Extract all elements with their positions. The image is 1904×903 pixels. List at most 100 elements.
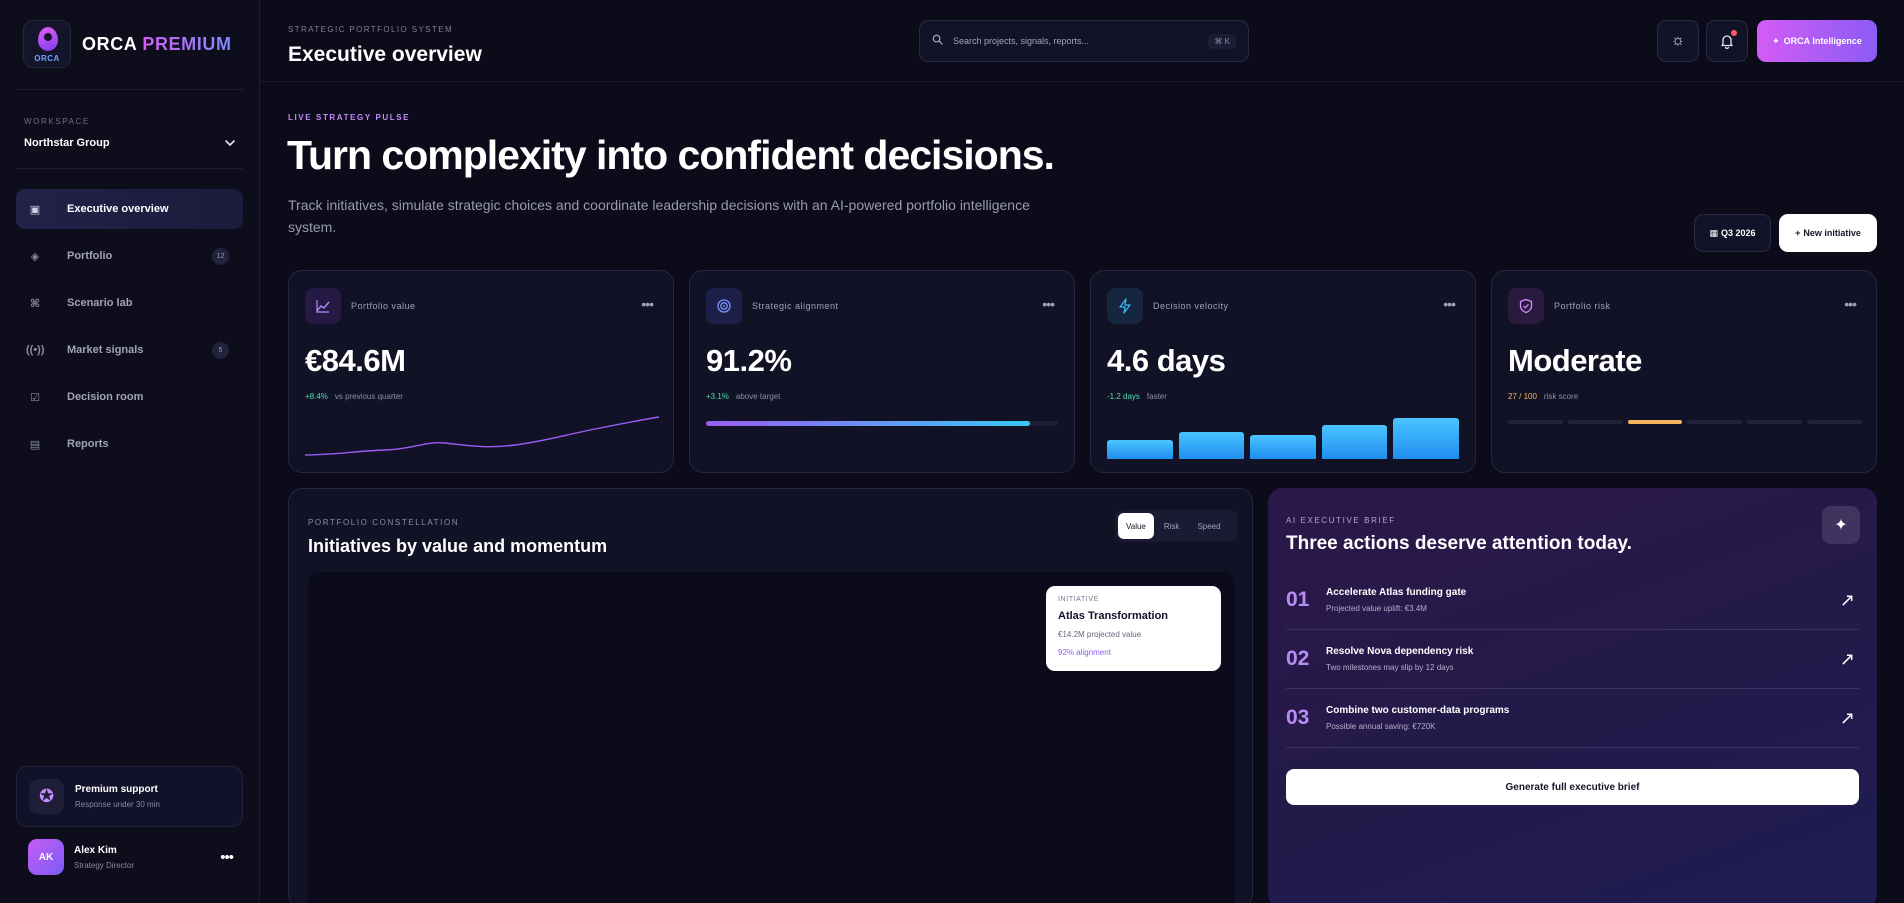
kpi-card-decision-velocity[interactable]: Decision velocity ••• 4.6 days -1.2 days…	[1090, 270, 1476, 473]
velocity-bar	[1250, 434, 1316, 459]
risk-segment	[1627, 420, 1683, 424]
kpi-meta: 27 / 100 risk score	[1508, 392, 1578, 401]
panel-kicker: AI EXECUTIVE BRIEF	[1286, 516, 1396, 525]
count-badge: 12	[212, 247, 229, 265]
more-options-icon[interactable]: •••	[1443, 296, 1456, 312]
risk-segment	[1807, 420, 1862, 424]
new-initiative-button[interactable]: + New initiative	[1779, 214, 1877, 252]
kpi-label: Strategic alignment	[752, 301, 839, 311]
action-subtitle: Two milestones may slip by 12 days	[1326, 663, 1454, 672]
segment-value[interactable]: Value	[1118, 513, 1154, 539]
kpi-meta: +3.1% above target	[706, 392, 780, 401]
more-options-icon[interactable]: •••	[1042, 296, 1055, 312]
action-item[interactable]: 02 Resolve Nova dependency risk Two mile…	[1286, 630, 1859, 689]
brand-logo[interactable]: ORCA ORCA PREMIUM	[23, 20, 232, 68]
kpi-meta: -1.2 days faster	[1107, 392, 1167, 401]
risk-segment	[1687, 420, 1743, 424]
kpi-delta: +3.1%	[706, 392, 729, 401]
user-profile[interactable]: AK Alex Kim Strategy Director •••	[28, 839, 234, 875]
theme-toggle-button[interactable]: ☼	[1657, 20, 1699, 62]
notification-dot	[1731, 30, 1737, 36]
sidebar-item-market-signals[interactable]: ((•)) Market signals 5	[16, 330, 243, 370]
sidebar-item-label: Reports	[67, 438, 109, 450]
more-options-icon[interactable]: •••	[1844, 296, 1857, 312]
sparkle-icon[interactable]: ✦	[1822, 506, 1860, 544]
document-icon: ▤	[29, 438, 41, 451]
shortcut-hint: ⌘ K	[1208, 33, 1236, 49]
arrow-up-right-icon[interactable]: ↗	[1839, 707, 1855, 728]
sidebar-item-label: Executive overview	[67, 203, 169, 215]
quarter-select-button[interactable]: ▦ Q3 2026	[1694, 214, 1771, 252]
generate-brief-button[interactable]: Generate full executive brief	[1286, 769, 1859, 805]
action-item[interactable]: 01 Accelerate Atlas funding gate Project…	[1286, 571, 1859, 630]
risk-segment	[1508, 420, 1563, 424]
action-item[interactable]: 03 Combine two customer-data programs Po…	[1286, 689, 1859, 748]
kpi-label: Decision velocity	[1153, 301, 1229, 311]
kpi-note: risk score	[1543, 392, 1579, 401]
kpi-value: 4.6 days	[1107, 343, 1226, 378]
sidebar-item-decision-room[interactable]: ☑ Decision room	[16, 377, 243, 417]
sidebar-item-scenario-lab[interactable]: ⌘ Scenario lab	[16, 283, 243, 323]
sidebar-item-label: Decision room	[67, 391, 144, 403]
action-number: 01	[1286, 588, 1310, 611]
search-bar[interactable]: ⌘ K	[919, 20, 1249, 62]
kpi-card-portfolio-value[interactable]: Portfolio value ••• €84.6M +8.4% vs previ…	[288, 270, 674, 473]
kpi-delta: 27 / 100	[1508, 392, 1537, 401]
search-input[interactable]	[953, 36, 1199, 46]
kpi-value: €84.6M	[305, 343, 406, 378]
segment-speed[interactable]: Speed	[1197, 521, 1221, 531]
risk-segment	[1567, 420, 1623, 424]
chevron-down-icon	[225, 140, 235, 147]
action-subtitle: Projected value uplift: €3.4M	[1326, 604, 1427, 613]
shuffle-icon: ⌘	[29, 297, 41, 310]
workspace-label: WORKSPACE	[24, 117, 90, 126]
sidebar-nav: ▣ Executive overview ◈ Portfolio 12 ⌘ Sc…	[16, 189, 243, 471]
page-kicker: STRATEGIC PORTFOLIO SYSTEM	[288, 25, 454, 34]
plus-icon: +	[1795, 228, 1801, 238]
arrow-up-right-icon[interactable]: ↗	[1839, 589, 1855, 610]
sidebar-item-reports[interactable]: ▤ Reports	[16, 424, 243, 464]
avatar: AK	[28, 839, 64, 875]
alignment-progress-track	[706, 421, 1058, 426]
orca-intelligence-button[interactable]: ✦ ORCA Intelligence	[1757, 20, 1877, 62]
hero-kicker: LIVE STRATEGY PULSE	[288, 113, 411, 122]
top-bar: STRATEGIC PORTFOLIO SYSTEM Executive ove…	[260, 0, 1904, 82]
action-subtitle: Possible annual saving: €720K	[1326, 722, 1436, 731]
new-initiative-label: New initiative	[1803, 228, 1861, 238]
page-title: Executive overview	[288, 43, 482, 66]
segment-risk[interactable]: Risk	[1163, 521, 1180, 531]
kpi-label: Portfolio value	[351, 301, 416, 311]
quarter-label: Q3 2026	[1720, 228, 1756, 238]
sidebar-item-label: Scenario lab	[67, 297, 133, 309]
notifications-button[interactable]	[1706, 20, 1748, 62]
action-number: 03	[1286, 706, 1310, 729]
tooltip-value: €14.2M projected value	[1058, 630, 1142, 639]
more-options-icon[interactable]: •••	[220, 848, 234, 866]
tooltip-title: Atlas Transformation	[1058, 610, 1169, 622]
panel-title: Three actions deserve attention today.	[1286, 533, 1632, 554]
premium-support-card[interactable]: ✪ Premium support Response under 30 min	[16, 766, 243, 827]
ai-executive-brief-panel: AI EXECUTIVE BRIEF Three actions deserve…	[1268, 488, 1877, 903]
brand-name: ORCA PREMIUM	[82, 33, 232, 54]
more-options-icon[interactable]: •••	[641, 296, 654, 312]
sidebar: ORCA ORCA PREMIUM WORKSPACE Northstar Gr…	[0, 0, 260, 903]
panel-title: Initiatives by value and momentum	[308, 536, 608, 556]
velocity-bar	[1393, 417, 1459, 459]
kpi-note: vs previous quarter	[334, 392, 403, 401]
dashboard-icon: ▣	[29, 203, 41, 216]
kpi-card-strategic-alignment[interactable]: Strategic alignment ••• 91.2% +3.1% above…	[689, 270, 1075, 473]
sidebar-item-portfolio[interactable]: ◈ Portfolio 12	[16, 236, 243, 276]
checklist-icon: ☑	[30, 391, 40, 404]
velocity-bar	[1107, 440, 1173, 459]
kpi-card-portfolio-risk[interactable]: Portfolio risk ••• Moderate 27 / 100 risk…	[1491, 270, 1877, 473]
kpi-value: Moderate	[1508, 343, 1642, 378]
sidebar-item-executive-overview[interactable]: ▣ Executive overview	[16, 189, 243, 229]
kpi-label: Portfolio risk	[1554, 301, 1611, 311]
metric-segmented-control: Value Risk Speed	[1115, 510, 1238, 542]
sun-icon: ☼	[1670, 32, 1686, 49]
target-icon	[706, 288, 742, 324]
workspace-select[interactable]: Northstar Group	[24, 137, 236, 149]
broadcast-icon: ((•))	[26, 344, 45, 356]
arrow-up-right-icon[interactable]: ↗	[1839, 648, 1855, 669]
kpi-delta: -1.2 days	[1107, 392, 1140, 401]
